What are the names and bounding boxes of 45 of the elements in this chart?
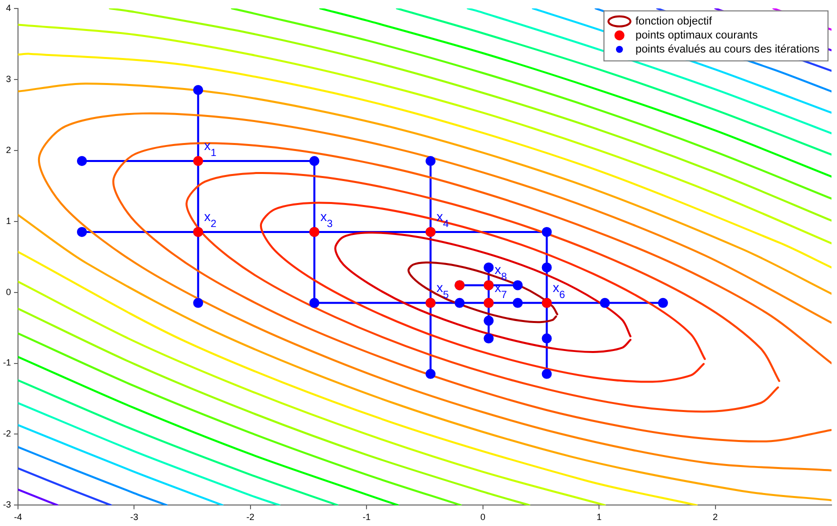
x-tick-label: 2 (712, 512, 718, 522)
point (76, 156, 87, 166)
point (193, 298, 204, 308)
point (426, 156, 436, 166)
line-series (407, 261, 558, 324)
point (484, 316, 494, 326)
point (542, 226, 552, 237)
y-tick-label: 0 (6, 286, 11, 297)
point (309, 298, 320, 308)
x-tick-label: 0 (480, 512, 486, 522)
legend-label: points évalués au cours des itérations (635, 43, 820, 56)
line-series (112, 142, 832, 442)
point (193, 85, 204, 96)
y-tick-label: 4 (6, 2, 11, 13)
point (512, 280, 523, 290)
line-series (260, 202, 706, 383)
point (542, 333, 552, 344)
point (484, 262, 494, 272)
x-tick-label: -4 (14, 512, 22, 522)
line-series (38, 112, 832, 472)
legend-label: points optimaux courants (635, 29, 758, 42)
y-tick-label: 1 (6, 216, 11, 226)
y-tick-label: -1 (2, 358, 11, 368)
y-tick-label: 3 (6, 74, 11, 84)
point (542, 262, 552, 272)
point (658, 298, 668, 308)
y-tick-label: -2 (2, 428, 11, 439)
x-tick-label: -2 (246, 512, 254, 522)
point (193, 156, 204, 166)
point (542, 368, 552, 379)
point (76, 226, 87, 237)
y-tick-label: -3 (2, 500, 11, 510)
x-tick-label: -3 (130, 512, 138, 522)
x-tick-label: 1 (596, 512, 602, 522)
y-tick-label: 2 (6, 144, 11, 155)
point (454, 298, 465, 308)
point (484, 333, 494, 344)
point (600, 298, 610, 308)
x-tick-label: -1 (362, 512, 371, 522)
legend-label: fonction objectif (635, 15, 713, 28)
line-series (334, 232, 632, 353)
line-series (186, 172, 780, 413)
point (512, 298, 523, 308)
point (426, 368, 436, 379)
point (309, 156, 320, 166)
